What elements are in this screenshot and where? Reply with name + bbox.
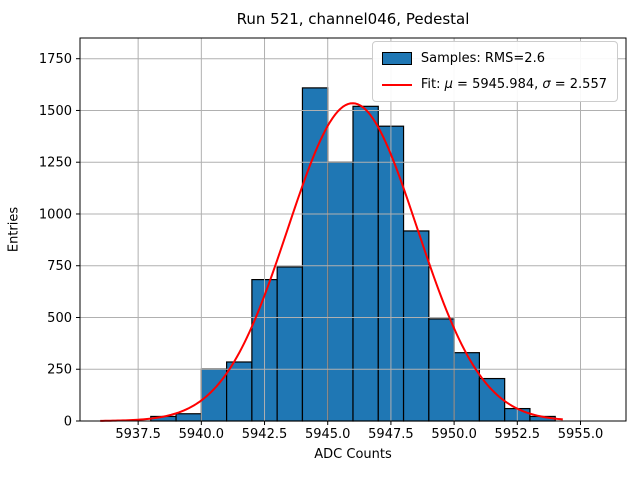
x-tick-label: 5955.0 [558,427,604,442]
histogram-bar [226,361,253,422]
x-axis-label: ADC Counts [314,447,392,462]
histogram-bar [352,105,379,422]
y-axis-label: Entries [6,206,22,253]
y-tick-label: 1500 [39,104,72,119]
histogram-bar [428,318,455,422]
x-tick-label: 5940.0 [179,427,225,442]
histogram-bar [276,266,304,422]
y-tick-label: 0 [64,415,72,430]
histogram-bar [453,352,480,422]
x-tick-label: 5950.0 [431,427,477,442]
histogram-bar [200,368,228,422]
x-tick-label: 5945.0 [305,427,351,442]
x-tick-label: 5947.5 [368,427,414,442]
y-tick-label: 1750 [39,52,72,67]
y-tick-label: 500 [47,311,72,326]
legend-patch-swatch [381,52,412,65]
chart-title: Run 521, channel046, Pedestal [236,10,470,28]
x-tick-label: 5942.5 [242,427,288,442]
legend-label: Samples: RMS=2.6 [420,51,545,66]
histogram-bar [478,377,506,422]
legend-item: Samples: RMS=2.6 [381,48,607,69]
plot-border [79,37,627,422]
x-tick-label: 5937.5 [115,427,161,442]
legend-label: Fit: μ = 5945.984, σ = 2.557 [420,77,607,92]
histogram-bar [327,161,354,422]
x-tick-label: 5952.5 [495,427,541,442]
histogram-bar [301,87,329,422]
histogram-bar [175,413,202,422]
y-tick-label: 1250 [39,156,72,171]
legend: Samples: RMS=2.6 Fit: μ = 5945.984, σ = 2… [371,41,618,102]
fit-curve [100,102,563,422]
histogram-bar [402,230,430,422]
y-tick-label: 750 [47,259,72,274]
y-tick-label: 250 [47,363,72,378]
legend-line-swatch [381,83,412,86]
y-tick-label: 1000 [39,207,72,222]
legend-item: Fit: μ = 5945.984, σ = 2.557 [381,74,607,95]
